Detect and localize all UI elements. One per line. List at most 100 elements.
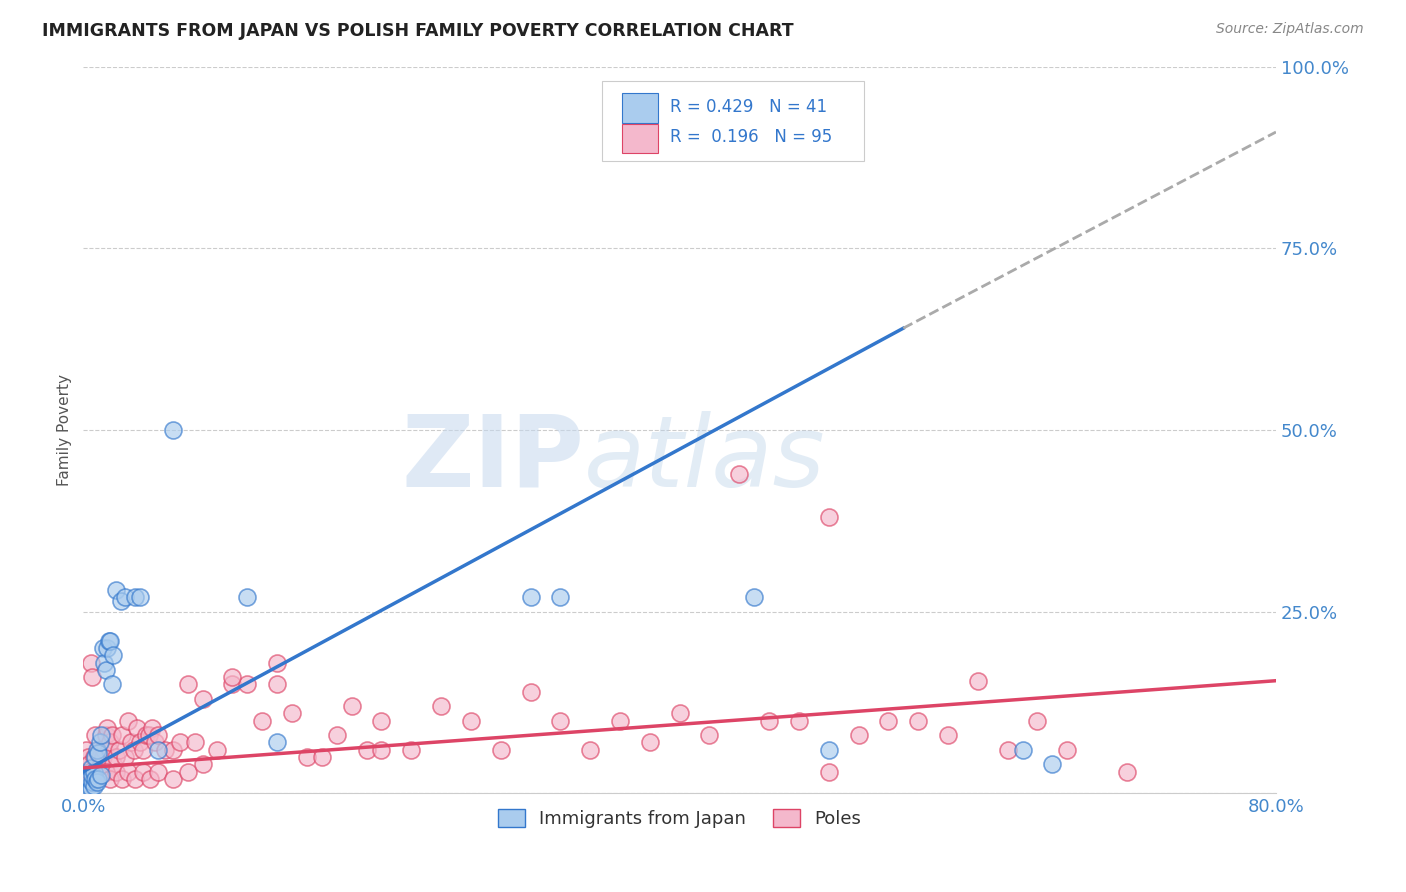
Point <box>162 772 184 786</box>
Point <box>124 772 146 786</box>
Point <box>638 735 661 749</box>
Point <box>120 735 142 749</box>
Point <box>96 640 118 655</box>
Point <box>91 750 114 764</box>
Point <box>101 757 124 772</box>
Point <box>129 590 152 604</box>
Point <box>101 648 124 663</box>
Point <box>86 743 108 757</box>
Point <box>340 699 363 714</box>
Text: IMMIGRANTS FROM JAPAN VS POLISH FAMILY POVERTY CORRELATION CHART: IMMIGRANTS FROM JAPAN VS POLISH FAMILY P… <box>42 22 794 40</box>
Legend: Immigrants from Japan, Poles: Immigrants from Japan, Poles <box>491 801 869 835</box>
Point <box>221 670 243 684</box>
Point <box>758 714 780 728</box>
Text: ZIP: ZIP <box>401 410 585 508</box>
Point <box>75 743 97 757</box>
Point <box>281 706 304 721</box>
Point <box>742 590 765 604</box>
Point <box>176 764 198 779</box>
Point <box>143 735 166 749</box>
Point <box>117 714 139 728</box>
Point <box>250 714 273 728</box>
Point <box>82 775 104 789</box>
Point <box>817 510 839 524</box>
Point <box>139 772 162 786</box>
Point <box>87 743 110 757</box>
Point <box>460 714 482 728</box>
Point <box>401 743 423 757</box>
Point <box>125 721 148 735</box>
Point <box>550 714 572 728</box>
Point <box>728 467 751 481</box>
Point <box>489 743 512 757</box>
Point <box>86 775 108 789</box>
Point <box>311 750 333 764</box>
Point <box>138 728 160 742</box>
Point <box>817 743 839 757</box>
Point <box>89 735 111 749</box>
Point <box>98 633 121 648</box>
Point <box>100 677 122 691</box>
Point <box>266 735 288 749</box>
Point <box>1115 764 1137 779</box>
Point <box>132 743 155 757</box>
Point <box>93 743 115 757</box>
Point <box>93 656 115 670</box>
Point <box>266 677 288 691</box>
Point <box>84 750 107 764</box>
Point <box>98 735 121 749</box>
Point <box>105 764 128 779</box>
Bar <box>623 124 658 153</box>
Point <box>77 757 100 772</box>
Point <box>83 779 105 793</box>
Point <box>266 656 288 670</box>
Point <box>236 590 259 604</box>
Point <box>787 714 810 728</box>
Point <box>132 764 155 779</box>
Point <box>87 747 110 761</box>
Point <box>370 714 392 728</box>
Text: atlas: atlas <box>585 410 825 508</box>
Point <box>907 714 929 728</box>
Point <box>100 728 122 742</box>
Point <box>97 743 120 757</box>
Point <box>82 670 104 684</box>
Point <box>295 750 318 764</box>
Point <box>1011 743 1033 757</box>
Point <box>84 728 107 742</box>
Point <box>124 590 146 604</box>
Point <box>356 743 378 757</box>
Point <box>94 728 117 742</box>
Point <box>94 764 117 779</box>
Point <box>519 590 541 604</box>
Point <box>86 764 108 779</box>
Point <box>1026 714 1049 728</box>
Point <box>550 590 572 604</box>
Point <box>848 728 870 742</box>
Point <box>122 743 145 757</box>
Point <box>89 750 111 764</box>
Text: R =  0.196   N = 95: R = 0.196 N = 95 <box>671 128 832 146</box>
Point <box>83 750 105 764</box>
Point <box>997 743 1019 757</box>
Point <box>96 721 118 735</box>
Point <box>370 743 392 757</box>
Point <box>519 684 541 698</box>
Point <box>108 743 131 757</box>
Point <box>1056 743 1078 757</box>
Point <box>176 677 198 691</box>
Point <box>162 743 184 757</box>
Point <box>76 750 98 764</box>
Point <box>111 772 134 786</box>
Point <box>80 780 103 795</box>
Point <box>97 633 120 648</box>
Point <box>191 757 214 772</box>
Text: R = 0.429   N = 41: R = 0.429 N = 41 <box>671 97 827 116</box>
Point <box>1040 757 1063 772</box>
Point <box>77 782 100 797</box>
Point <box>94 663 117 677</box>
Point <box>184 735 207 749</box>
Point <box>105 750 128 764</box>
Point <box>110 593 132 607</box>
Point <box>325 728 347 742</box>
